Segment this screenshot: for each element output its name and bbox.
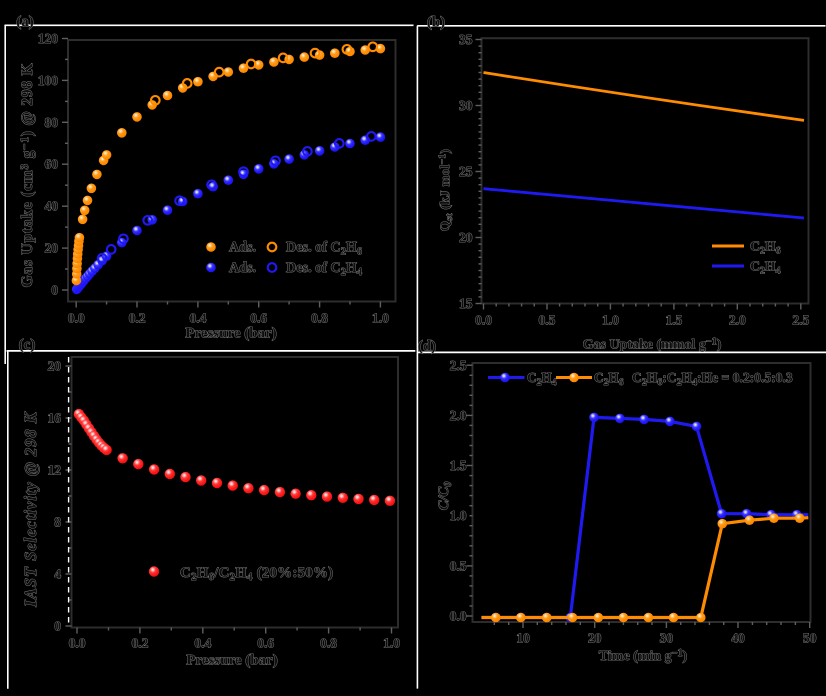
svg-text:0.4: 0.4 bbox=[194, 636, 211, 651]
svg-text:100: 100 bbox=[38, 73, 59, 88]
svg-text:Ads.: Ads. bbox=[229, 240, 256, 256]
svg-text:C2H6: C2H6 bbox=[750, 239, 781, 257]
svg-text:0.6: 0.6 bbox=[257, 636, 274, 651]
svg-text:50: 50 bbox=[803, 631, 817, 646]
svg-text:12: 12 bbox=[48, 463, 62, 478]
svg-text:15: 15 bbox=[459, 296, 473, 311]
svg-text:0.0: 0.0 bbox=[69, 636, 86, 651]
svg-text:0.8: 0.8 bbox=[320, 636, 337, 651]
svg-text:40: 40 bbox=[731, 631, 745, 646]
svg-text:0.8: 0.8 bbox=[311, 311, 328, 326]
svg-text:0.2: 0.2 bbox=[129, 311, 146, 326]
svg-text:2.5: 2.5 bbox=[450, 358, 467, 373]
svg-text:1.0: 1.0 bbox=[372, 311, 389, 326]
svg-text:Qst (kJ mol−1): Qst (kJ mol−1) bbox=[437, 149, 455, 231]
svg-text:0.4: 0.4 bbox=[189, 311, 206, 326]
svg-text:Time (min g−1): Time (min g−1) bbox=[599, 648, 688, 664]
svg-text:Pressure (bar): Pressure (bar) bbox=[185, 326, 277, 342]
svg-text:(b): (b) bbox=[427, 15, 445, 31]
svg-text:2.0: 2.0 bbox=[450, 408, 467, 423]
svg-text:C/C0: C/C0 bbox=[436, 481, 454, 510]
svg-text:C2H4: C2H4 bbox=[527, 370, 557, 388]
svg-text:C2H6/C2H4 (20%:50%): C2H6/C2H4 (20%:50%) bbox=[180, 565, 333, 583]
svg-text:25: 25 bbox=[459, 164, 473, 179]
svg-text:(a): (a) bbox=[16, 14, 34, 30]
svg-text:(d): (d) bbox=[418, 339, 436, 355]
svg-text:C2H4: C2H4 bbox=[750, 259, 781, 277]
svg-text:35: 35 bbox=[459, 32, 473, 47]
svg-text:1.5: 1.5 bbox=[450, 458, 467, 473]
svg-text:Gas Uptake (mmol g−1): Gas Uptake (mmol g−1) bbox=[583, 337, 722, 353]
svg-text:1.5: 1.5 bbox=[665, 313, 682, 328]
svg-text:1.0: 1.0 bbox=[383, 636, 400, 651]
svg-text:60: 60 bbox=[45, 157, 59, 172]
svg-text:IAST Selectivity @ 298 K: IAST Selectivity @ 298 K bbox=[21, 411, 40, 607]
svg-text:30: 30 bbox=[660, 631, 674, 646]
svg-text:20: 20 bbox=[459, 230, 473, 245]
svg-text:20: 20 bbox=[588, 631, 602, 646]
svg-text:30: 30 bbox=[459, 98, 473, 113]
svg-text:1.0: 1.0 bbox=[602, 313, 619, 328]
svg-text:8: 8 bbox=[54, 515, 61, 530]
svg-text:(c): (c) bbox=[19, 337, 36, 353]
svg-text:2.0: 2.0 bbox=[729, 313, 746, 328]
svg-text:0.5: 0.5 bbox=[450, 558, 467, 573]
svg-text:C2H6: C2H6 bbox=[594, 370, 624, 388]
svg-text:20: 20 bbox=[48, 359, 62, 374]
svg-text:C2H6:C2H4:He = 0.2:0.5:0.3: C2H6:C2H4:He = 0.2:0.5:0.3 bbox=[632, 370, 793, 388]
svg-text:80: 80 bbox=[45, 115, 59, 130]
svg-text:40: 40 bbox=[45, 199, 59, 214]
svg-text:16: 16 bbox=[48, 411, 62, 426]
svg-text:4: 4 bbox=[54, 567, 61, 582]
svg-text:10: 10 bbox=[516, 631, 530, 646]
svg-text:Des. of C2H6: Des. of C2H6 bbox=[286, 240, 362, 258]
svg-text:0.0: 0.0 bbox=[68, 311, 85, 326]
svg-text:Des. of C2H4: Des. of C2H4 bbox=[286, 260, 362, 278]
svg-text:Pressure (bar): Pressure (bar) bbox=[186, 653, 278, 669]
svg-text:1.0: 1.0 bbox=[450, 508, 467, 523]
svg-text:0: 0 bbox=[51, 283, 58, 298]
svg-text:0: 0 bbox=[54, 619, 61, 634]
svg-text:0.0: 0.0 bbox=[475, 313, 492, 328]
svg-text:20: 20 bbox=[45, 241, 59, 256]
svg-text:0.5: 0.5 bbox=[539, 313, 556, 328]
svg-text:Gas Uptake (cm3 g−1) @ 298 K: Gas Uptake (cm3 g−1) @ 298 K bbox=[19, 63, 36, 288]
svg-text:0.0: 0.0 bbox=[450, 609, 467, 624]
svg-text:2.5: 2.5 bbox=[792, 313, 809, 328]
svg-text:Ads.: Ads. bbox=[229, 260, 256, 276]
svg-text:120: 120 bbox=[38, 31, 59, 46]
svg-text:0.2: 0.2 bbox=[131, 636, 148, 651]
svg-text:0.6: 0.6 bbox=[250, 311, 267, 326]
